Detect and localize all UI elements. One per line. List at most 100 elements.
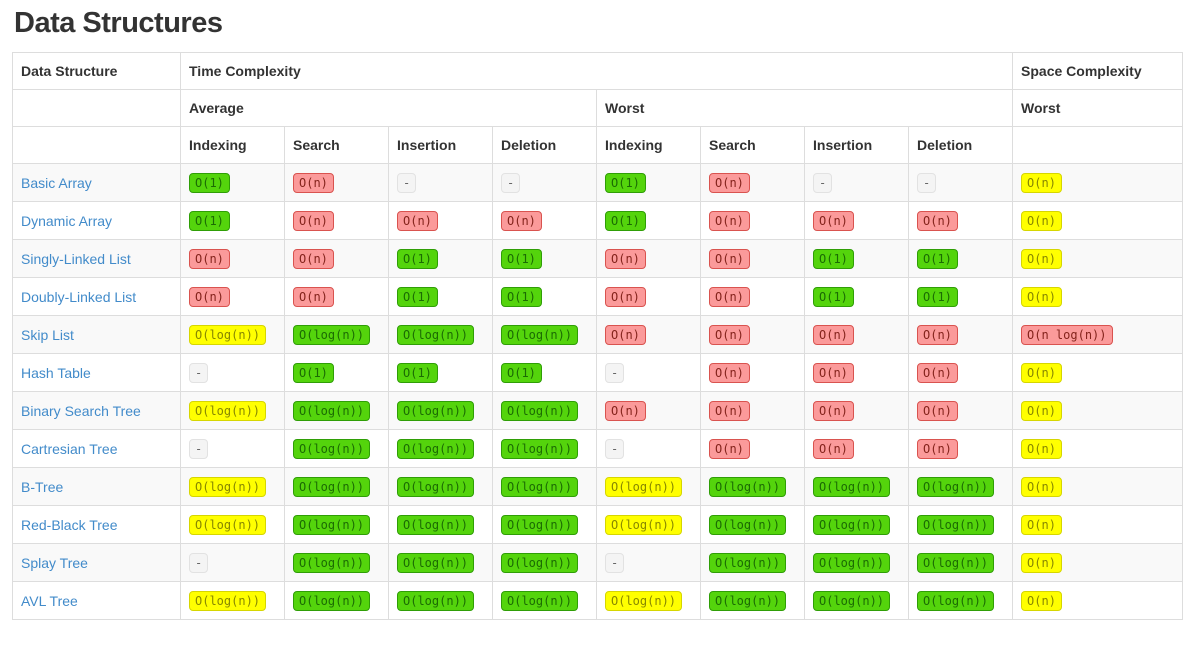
complexity-badge: O(n)	[1021, 362, 1062, 383]
data-structure-link[interactable]: Red-Black Tree	[21, 516, 118, 533]
complexity-badge: O(1)	[917, 248, 958, 269]
header-average: Average	[180, 89, 597, 127]
complexity-cell: O(log(n))	[284, 581, 389, 620]
complexity-badge: O(log(n))	[813, 514, 891, 535]
complexity-badge: -	[397, 172, 417, 193]
complexity-cell: O(log(n))	[700, 467, 805, 506]
complexity-cell: O(n)	[284, 201, 389, 240]
complexity-badge: O(n)	[917, 438, 958, 459]
data-structure-link[interactable]: Splay Tree	[21, 554, 88, 571]
page-title: Data Structures	[14, 7, 223, 39]
complexity-badge: O(log(n))	[189, 400, 267, 421]
data-structure-link[interactable]: Doubly-Linked List	[21, 288, 137, 305]
complexity-badge: -	[605, 362, 625, 383]
complexity-badge: O(n)	[189, 286, 230, 307]
complexity-cell: -	[907, 163, 1014, 202]
complexity-cell: O(n)	[700, 429, 805, 468]
complexity-cell: O(1)	[492, 353, 597, 392]
complexity-cell: O(n)	[1012, 391, 1184, 430]
complexity-cell: O(log(n))	[492, 467, 597, 506]
complexity-badge: O(1)	[605, 210, 646, 231]
data-structure-link[interactable]: Skip List	[21, 326, 74, 343]
header-avg-indexing: Indexing	[180, 126, 285, 164]
complexity-cell: O(1)	[284, 353, 389, 392]
complexity-badge: O(log(n))	[397, 324, 475, 345]
complexity-badge: O(n)	[917, 362, 958, 383]
complexity-cell: O(n)	[1012, 543, 1184, 582]
complexity-cell: O(log(n))	[284, 429, 389, 468]
data-structure-link[interactable]: Binary Search Tree	[21, 402, 141, 419]
data-structure-link[interactable]: Dynamic Array	[21, 212, 113, 229]
complexity-badge: O(n)	[813, 438, 854, 459]
complexity-badge: O(n)	[605, 400, 646, 421]
complexity-cell: O(log(n))	[180, 505, 285, 544]
table-row: AVL Tree O(log(n)) O(log(n)) O(log(n)) O(log…	[12, 581, 1184, 620]
complexity-badge: O(n)	[293, 286, 334, 307]
complexity-badge: O(log(n))	[605, 476, 683, 497]
data-structure-link[interactable]: AVL Tree	[21, 592, 78, 609]
complexity-badge: O(1)	[293, 362, 334, 383]
complexity-badge: O(log(n))	[501, 514, 579, 535]
header-space-complexity: Space Complexity	[1012, 52, 1184, 90]
complexity-badge: O(n)	[709, 324, 750, 345]
complexity-badge: O(log(n))	[293, 324, 371, 345]
complexity-cell: -	[180, 543, 285, 582]
complexity-badge: O(log(n))	[293, 514, 371, 535]
data-structure-link[interactable]: Basic Array	[21, 174, 92, 191]
data-structure-link[interactable]: Singly-Linked List	[21, 250, 131, 267]
complexity-badge: O(n)	[813, 400, 854, 421]
header-worst: Worst	[595, 89, 1014, 127]
complexity-cell: O(log(n))	[284, 543, 389, 582]
complexity-badge: O(log(n))	[501, 400, 579, 421]
table-row: Doubly-Linked List O(n) O(n) O(1) O(1) O(n) O(…	[12, 277, 1184, 316]
complexity-badge: -	[605, 438, 625, 459]
complexity-badge: -	[605, 552, 625, 573]
table-body: Basic Array O(1) O(n) - - O(1) O(n) - - O(n) Dynam…	[12, 163, 1184, 620]
row-label-cell: Basic Array	[12, 163, 181, 202]
header-empty-cell	[12, 126, 181, 164]
complexity-cell: O(log(n))	[596, 581, 701, 620]
complexity-badge: -	[189, 552, 209, 573]
complexity-badge: O(log(n))	[501, 324, 579, 345]
complexity-badge: O(log(n))	[189, 476, 267, 497]
complexity-cell: O(log(n))	[700, 581, 805, 620]
complexity-badge: O(log(n))	[501, 476, 579, 497]
complexity-badge: O(1)	[501, 248, 542, 269]
complexity-cell: -	[180, 429, 285, 468]
complexity-badge: O(1)	[189, 172, 230, 193]
table-row: Binary Search Tree O(log(n)) O(log(n)) O(lo…	[12, 391, 1184, 430]
data-structure-link[interactable]: Cartresian Tree	[21, 440, 118, 457]
complexity-badge: O(n)	[1021, 476, 1062, 497]
table-row: Dynamic Array O(1) O(n) O(n) O(n) O(1) O(n) O(n…	[12, 201, 1184, 240]
row-label-cell: B-Tree	[12, 467, 181, 506]
complexity-cell: O(1)	[180, 163, 285, 202]
table-row: Basic Array O(1) O(n) - - O(1) O(n) - - O(n)	[12, 163, 1184, 202]
complexity-badge: O(log(n))	[605, 590, 683, 611]
complexity-cell: O(n)	[700, 315, 805, 354]
complexity-badge: O(log(n))	[397, 476, 475, 497]
complexity-cell: O(n)	[1012, 277, 1184, 316]
complexity-cell: O(log(n))	[180, 581, 285, 620]
header-time-complexity: Time Complexity	[179, 52, 1014, 90]
complexity-cell: O(1)	[907, 239, 1014, 278]
complexity-cell: O(log(n))	[388, 543, 493, 582]
complexity-badge: O(log(n))	[709, 514, 787, 535]
complexity-badge: O(log(n))	[397, 552, 475, 573]
complexity-cell: O(log(n))	[907, 467, 1014, 506]
complexity-badge: O(n)	[397, 210, 438, 231]
complexity-cell: O(n)	[804, 315, 909, 354]
data-structure-link[interactable]: Hash Table	[21, 364, 91, 381]
complexity-badge: O(1)	[397, 248, 438, 269]
complexity-cell: O(log(n))	[284, 391, 389, 430]
complexity-cell: -	[492, 163, 597, 202]
complexity-cell: O(n)	[596, 315, 701, 354]
complexity-badge: O(n)	[1021, 286, 1062, 307]
complexity-badge: -	[917, 172, 937, 193]
data-structure-link[interactable]: B-Tree	[21, 478, 64, 495]
complexity-cell: -	[596, 543, 701, 582]
complexity-cell: O(n)	[804, 391, 909, 430]
complexity-cell: O(n)	[700, 391, 805, 430]
complexity-badge: -	[501, 172, 521, 193]
header-worst-indexing: Indexing	[596, 126, 701, 164]
complexity-cell: O(1)	[804, 277, 909, 316]
